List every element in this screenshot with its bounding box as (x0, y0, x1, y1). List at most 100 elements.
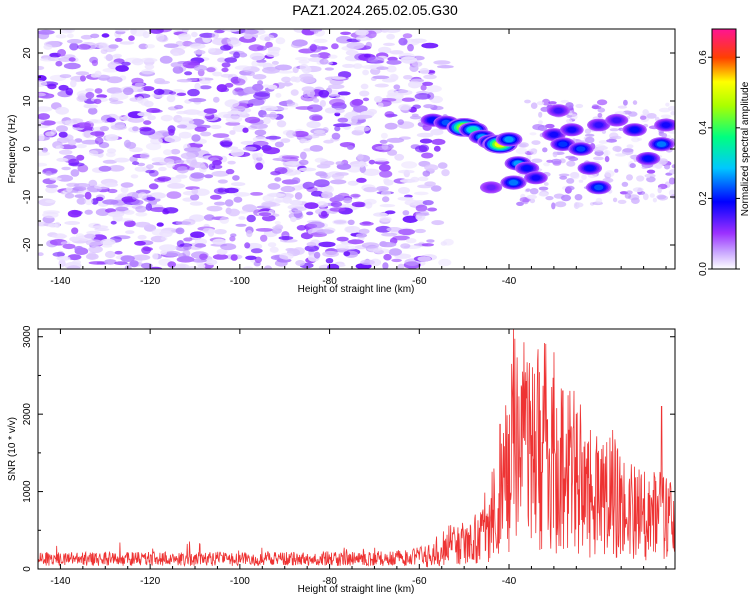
spectrogram-noise-cell (290, 216, 297, 223)
spectrogram-noise-cell (120, 182, 134, 188)
spectrogram-noise-cell (106, 87, 123, 94)
spectrogram-noise-cell (38, 252, 44, 257)
spectrogram-noise-cell (417, 176, 429, 182)
spectrogram-noise-cell (646, 169, 656, 174)
spectrogram-signal-blob (524, 171, 548, 185)
spectrogram-noise-cell (137, 234, 147, 240)
spectrogram-noise-cell (304, 134, 320, 139)
spectrogram-noise-cell (430, 128, 444, 136)
spectrogram-noise-cell (132, 254, 151, 261)
spectrogram-noise-cell (324, 67, 335, 71)
spectrogram-noise-cell (158, 166, 167, 172)
spectrogram-noise-cell (554, 201, 567, 208)
spectrogram-noise-cell (207, 228, 215, 237)
spectrogram-noise-cell (146, 196, 156, 201)
spectrogram-noise-cell (344, 245, 358, 250)
spectrogram-noise-cell (107, 148, 117, 154)
spectrogram-noise-cell (65, 87, 74, 96)
spectrogram-noise-cell (344, 226, 355, 233)
spectrogram-noise-cell (220, 141, 233, 148)
spectrogram-noise-cell (167, 261, 176, 268)
spectrogram-noise-cell (658, 107, 671, 113)
spectrogram-noise-cell (210, 124, 222, 130)
spectrogram-noise-cell (306, 211, 314, 216)
spectrogram-noise-cell (244, 116, 261, 124)
spectrogram-noise-cell (623, 99, 628, 106)
spectrogram-noise-cell (190, 172, 205, 179)
spectrogram-noise-cell (274, 177, 282, 182)
spectrogram-noise-cell (386, 33, 395, 40)
spectrogram-noise-cell (629, 155, 635, 159)
spectrogram-noise-cell (280, 138, 291, 144)
spectrogram-noise-cell (545, 196, 554, 201)
snr-frame (37, 328, 676, 570)
spectrogram-noise-cell (351, 98, 364, 106)
spectrogram-noise-cell (290, 42, 303, 49)
spectrogram-noise-cell (612, 197, 618, 203)
spectrogram-noise-cell (395, 89, 413, 96)
spectrogram-noise-cell (356, 177, 367, 183)
spectrogram-noise-cell (591, 105, 602, 110)
spectrogram-noise-cell (141, 246, 152, 255)
spectrogram-noise-cell (212, 238, 226, 245)
spectrogram-noise-cell (116, 115, 123, 121)
spectrogram-noise-cell (148, 183, 159, 190)
spectrogram-noise-cell (130, 174, 139, 179)
spectrogram-noise-cell (104, 250, 116, 259)
top-x-axis: -140 -120 -100 -80 -60 -40 (50, 29, 667, 287)
bottom-y-tick-label: 1000 (22, 480, 33, 503)
spectrogram-noise-cell (622, 148, 634, 153)
spectrogram-noise-cell (323, 139, 334, 144)
spectrogram-noise-cell (526, 194, 537, 200)
spectrogram-noise-cell (430, 185, 442, 192)
spectrogram-noise-cell (190, 194, 200, 201)
spectrogram-noise-cell (354, 202, 366, 208)
spectrogram-noise-cell (77, 164, 89, 173)
spectrogram-noise-cell (106, 76, 123, 84)
spectrogram-noise-cell (203, 214, 215, 221)
spectrogram-noise-cell (516, 201, 524, 206)
spectrogram-noise-cell (224, 187, 239, 194)
spectrogram-noise-cell (172, 66, 184, 74)
spectrogram-noise-cell (68, 162, 85, 167)
spectrogram-noise-cell (558, 173, 570, 177)
spectrogram-noise-cell (260, 234, 268, 242)
spectrogram-noise-cell (66, 39, 83, 44)
spectrogram-noise-cell (73, 183, 91, 188)
spectrogram-noise-cell (626, 144, 634, 149)
spectrogram-noise-cell (359, 221, 374, 226)
spectrogram-noise-cell (225, 168, 235, 175)
spectrogram-noise-cell (257, 62, 266, 67)
spectrogram-noise-cell (342, 63, 356, 68)
spectrogram-noise-cell (295, 106, 314, 110)
spectrogram-noise-cell (304, 245, 319, 252)
spectrogram-noise-cell (137, 111, 152, 117)
spectrogram-noise-cell (55, 145, 65, 150)
bottom-x-axis-label: Height of straight line (km) (298, 584, 415, 595)
spectrogram-noise-cell (543, 182, 549, 186)
spectrogram-noise-cell (211, 170, 230, 177)
spectrogram-noise-cell (336, 236, 349, 242)
spectrogram-noise-cell (132, 161, 139, 166)
spectrogram-noise-cell (191, 31, 198, 38)
spectrogram-noise-cell (255, 162, 264, 170)
spectrogram-noise-cell (375, 225, 392, 233)
spectrogram-noise-cell (262, 147, 280, 155)
spectrogram-noise-cell (357, 153, 364, 160)
spectrogram-noise-cell (347, 145, 354, 150)
spectrogram-noise-cell (214, 29, 225, 34)
spectrogram-noise-cell (250, 123, 268, 129)
spectrogram-noise-cell (203, 108, 218, 114)
spectrogram-noise-cell (361, 65, 378, 69)
spectrogram-noise-cell (353, 105, 368, 113)
spectrogram-noise-cell (76, 197, 87, 205)
spectrogram-noise-cell (614, 168, 619, 173)
spectrogram-noise-cell (652, 197, 658, 203)
spectrogram-noise-cell (424, 164, 439, 171)
spectrogram-noise-cell (250, 248, 263, 254)
spectrogram-noise-cell (398, 37, 408, 46)
spectrogram-signal-blob (585, 180, 612, 195)
spectrogram-signal-blob (480, 181, 503, 194)
spectrogram-noise-cell (42, 211, 59, 219)
